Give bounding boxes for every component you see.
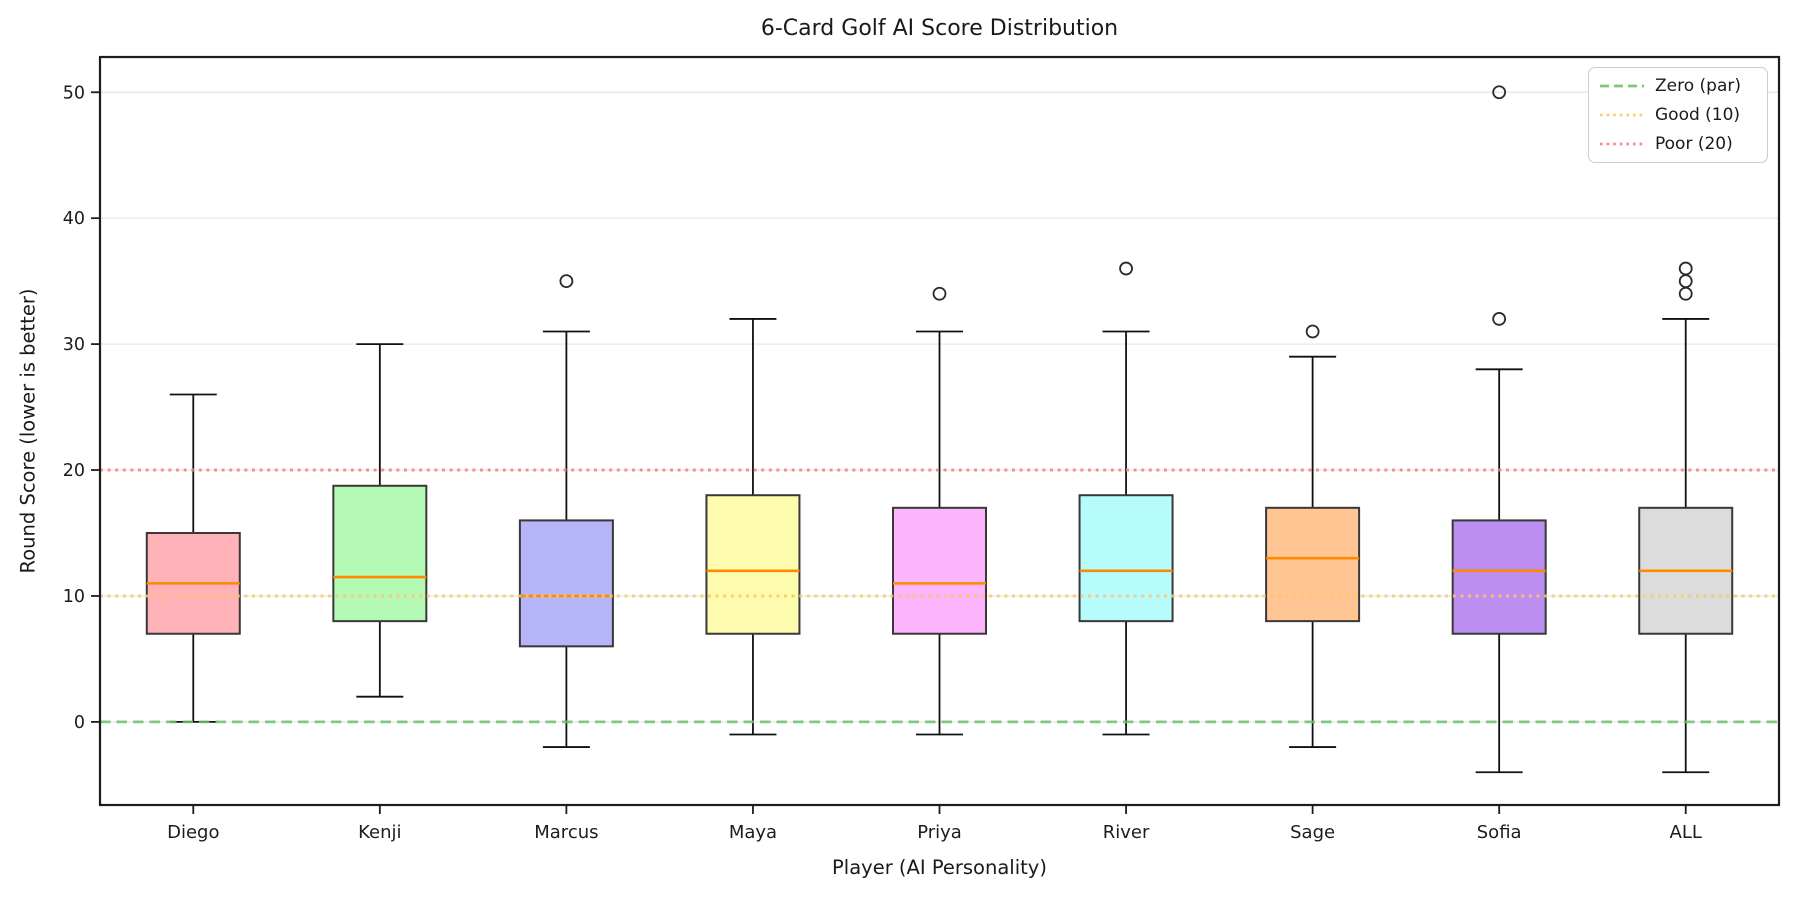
y-axis-label: Round Score (lower is better) [16, 288, 40, 574]
y-tick-label: 0 [74, 713, 85, 733]
legend-item: Poor (20) [1599, 129, 1759, 158]
y-tick-label: 50 [63, 83, 85, 103]
outlier-point-all [1678, 261, 1693, 276]
outlier-point-priya [932, 286, 947, 301]
outlier-point-marcus [559, 274, 574, 289]
legend-item-label: Good (10) [1655, 105, 1741, 125]
y-tick-label: 30 [63, 335, 85, 355]
x-tick-label: Kenji [358, 822, 401, 843]
legend-dotted-line-icon [1600, 113, 1644, 117]
legend-item: Good (10) [1599, 101, 1759, 130]
y-tick-label: 10 [63, 587, 85, 607]
box-sofia [1451, 519, 1547, 635]
plot-border [98, 55, 1781, 807]
outlier-point-river [1119, 261, 1133, 276]
x-tick-label: River [1103, 822, 1150, 843]
x-tick-label: Priya [917, 822, 962, 843]
outlier-point-sage [1305, 324, 1320, 339]
x-tick-label: Maya [729, 822, 777, 843]
chart-title: 6-Card Golf AI Score Distribution [760, 16, 1119, 41]
x-tick-label: Diego [167, 822, 219, 843]
y-tick-label: 20 [63, 461, 85, 481]
box-maya [705, 494, 801, 635]
x-axis-label: Player (AI Personality) [832, 856, 1047, 879]
outlier-point-sofia [1492, 312, 1507, 326]
legend-item: Zero (par) [1599, 72, 1759, 101]
box-kenji [332, 484, 428, 623]
x-tick-label: Marcus [534, 822, 598, 843]
box-sage [1265, 506, 1361, 623]
outlier-point-all [1678, 286, 1693, 301]
outlier-point-all [1678, 274, 1693, 289]
legend-item-label: Poor (20) [1655, 133, 1733, 154]
legend-dotted-line-icon [1600, 142, 1644, 146]
legend-dashed-line-icon [1600, 84, 1644, 88]
x-tick-label: Sofia [1477, 822, 1522, 843]
y-tick-label: 40 [63, 209, 85, 229]
outlier-point-sofia [1492, 85, 1507, 100]
box-marcus [518, 519, 614, 648]
box-river [1078, 494, 1174, 623]
legend-item-label: Zero (par) [1655, 76, 1741, 97]
x-tick-label: Sage [1290, 822, 1335, 843]
legend: Zero (par) Good (10) Poor (20) [1588, 67, 1768, 163]
x-tick-label: ALL [1670, 822, 1702, 843]
box-priya [892, 506, 987, 635]
